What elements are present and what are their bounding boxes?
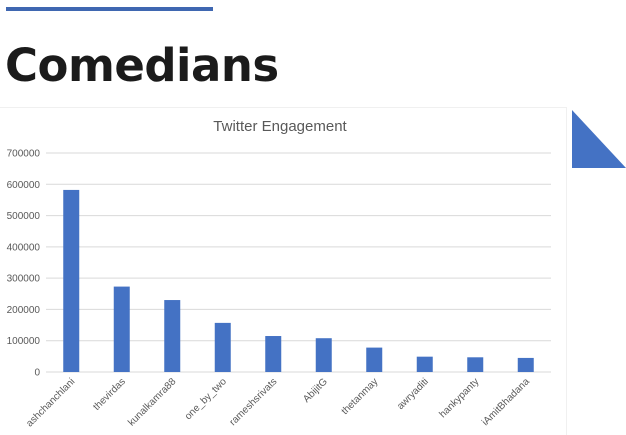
bar (214, 322, 231, 372)
x-tick-label: thevirdas (91, 376, 127, 412)
title-accent-bar (6, 7, 213, 11)
x-tick-label: ashchanchlani (24, 376, 77, 429)
bar (315, 338, 332, 372)
bar (265, 336, 282, 372)
bar (517, 357, 534, 372)
slide-title: Comedians (5, 39, 279, 92)
x-tick-label: iAmitBhadana (480, 376, 532, 428)
bar (467, 357, 484, 372)
chart-area: 0 100000 200000 300000 400000 500000 600000 700… (0, 108, 566, 435)
y-tick-label: 100000 (7, 336, 41, 347)
corner-triangle-decoration (572, 110, 626, 168)
bar-chart: 0 100000 200000 300000 400000 500000 600000 700… (7, 149, 551, 429)
bar (113, 286, 130, 372)
y-tick-label: 200000 (7, 305, 41, 316)
bar (164, 300, 181, 372)
y-tick-label: 600000 (7, 180, 41, 191)
x-tick-label: AbijitG (301, 376, 330, 405)
y-tick-label: 0 (34, 368, 40, 379)
bar (416, 356, 433, 372)
y-tick-label: 500000 (7, 211, 41, 222)
x-tick-label: awryaditi (395, 376, 431, 412)
x-tick-label: thetanmay (340, 376, 381, 417)
x-tick-label: kunalkamra88 (126, 376, 179, 429)
y-tick-label: 300000 (7, 274, 41, 285)
bar (63, 189, 80, 372)
x-tick-label: hankypanty (437, 376, 481, 420)
x-tick-label: one_by_two (183, 376, 229, 422)
chart-title: Twitter Engagement (213, 118, 347, 135)
y-tick-label: 700000 (7, 149, 41, 160)
bar (366, 347, 383, 372)
y-tick-label: 400000 (7, 242, 41, 253)
x-tick-label: rameshsrivats (228, 376, 280, 428)
